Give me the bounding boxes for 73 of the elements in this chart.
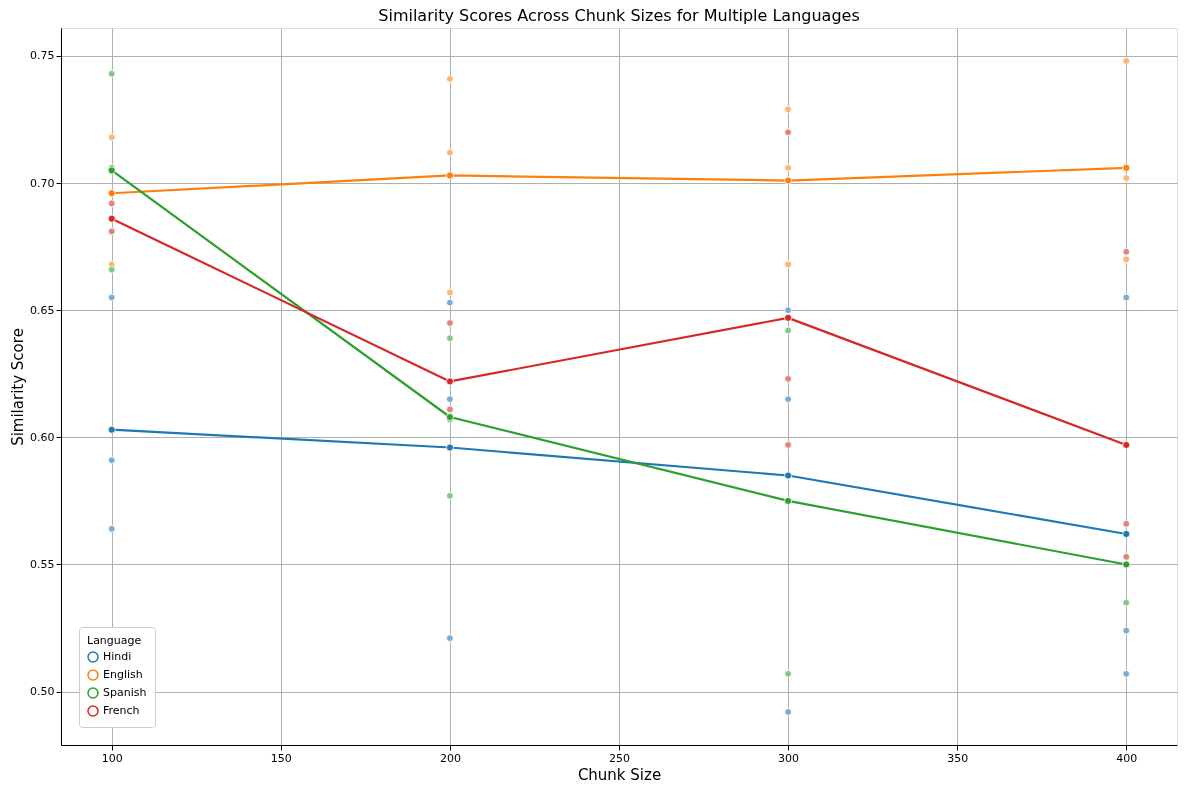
point	[784, 164, 792, 172]
point	[1122, 255, 1131, 264]
x-tick-label: 100	[101, 751, 123, 765]
legend-label: Spanish	[103, 686, 147, 699]
point	[107, 525, 116, 533]
point	[107, 214, 116, 223]
point	[784, 496, 793, 505]
y-tick-label: 0.60	[30, 430, 55, 444]
point	[1122, 520, 1131, 528]
y-axis-title: Similarity Score	[9, 328, 28, 446]
legend-label: English	[103, 668, 143, 681]
point	[107, 456, 116, 464]
x-tick-label: 200	[439, 751, 461, 765]
point	[784, 176, 793, 185]
point	[446, 405, 454, 414]
point	[446, 634, 454, 642]
point	[784, 128, 792, 136]
point	[107, 425, 116, 434]
y-tick-label: 0.65	[30, 303, 55, 317]
x-axis-title: Chunk Size	[577, 765, 662, 784]
point	[784, 375, 792, 383]
point	[446, 319, 454, 327]
point	[1122, 598, 1131, 607]
point	[1122, 670, 1131, 678]
point	[445, 377, 454, 386]
y-tick-label: 0.70	[30, 176, 55, 190]
x-tick-label: 400	[1116, 751, 1138, 765]
point	[446, 492, 454, 500]
point	[784, 395, 792, 403]
point	[445, 443, 454, 452]
point	[1122, 57, 1131, 65]
point	[107, 189, 116, 198]
point	[1122, 560, 1131, 569]
point	[445, 171, 454, 180]
point	[446, 75, 454, 83]
point	[1122, 163, 1131, 172]
point	[446, 148, 454, 157]
point	[784, 471, 793, 480]
point	[784, 306, 792, 314]
point	[446, 395, 454, 403]
point	[784, 326, 792, 335]
point	[446, 334, 454, 342]
point	[1122, 441, 1131, 449]
x-tick-label: 150	[270, 751, 292, 765]
chart-title: Similarity Scores Across Chunk Sizes for Multiple Languages	[378, 6, 860, 25]
point	[107, 133, 116, 142]
point	[1122, 530, 1131, 538]
point	[784, 260, 792, 269]
point	[446, 298, 454, 307]
point	[107, 293, 116, 302]
point	[1122, 626, 1131, 635]
legend-title: Language	[87, 634, 142, 647]
legend-label: Hindi	[103, 650, 132, 663]
legend-label: French	[103, 704, 140, 717]
point	[784, 670, 792, 678]
x-tick-label: 250	[609, 751, 630, 765]
point	[107, 70, 116, 78]
point	[107, 227, 116, 236]
point	[784, 105, 792, 114]
point	[107, 265, 116, 274]
point	[784, 708, 792, 716]
point	[107, 199, 116, 208]
y-tick-label: 0.50	[30, 685, 55, 699]
y-tick-label: 0.75	[30, 49, 55, 63]
x-tick-label: 300	[778, 751, 800, 765]
point	[784, 313, 793, 322]
point	[446, 288, 454, 297]
x-tick-label: 350	[947, 751, 969, 765]
y-tick-label: 0.55	[30, 557, 55, 571]
point	[1122, 248, 1131, 256]
point	[784, 441, 792, 449]
point	[1122, 174, 1131, 182]
point	[1122, 293, 1131, 302]
